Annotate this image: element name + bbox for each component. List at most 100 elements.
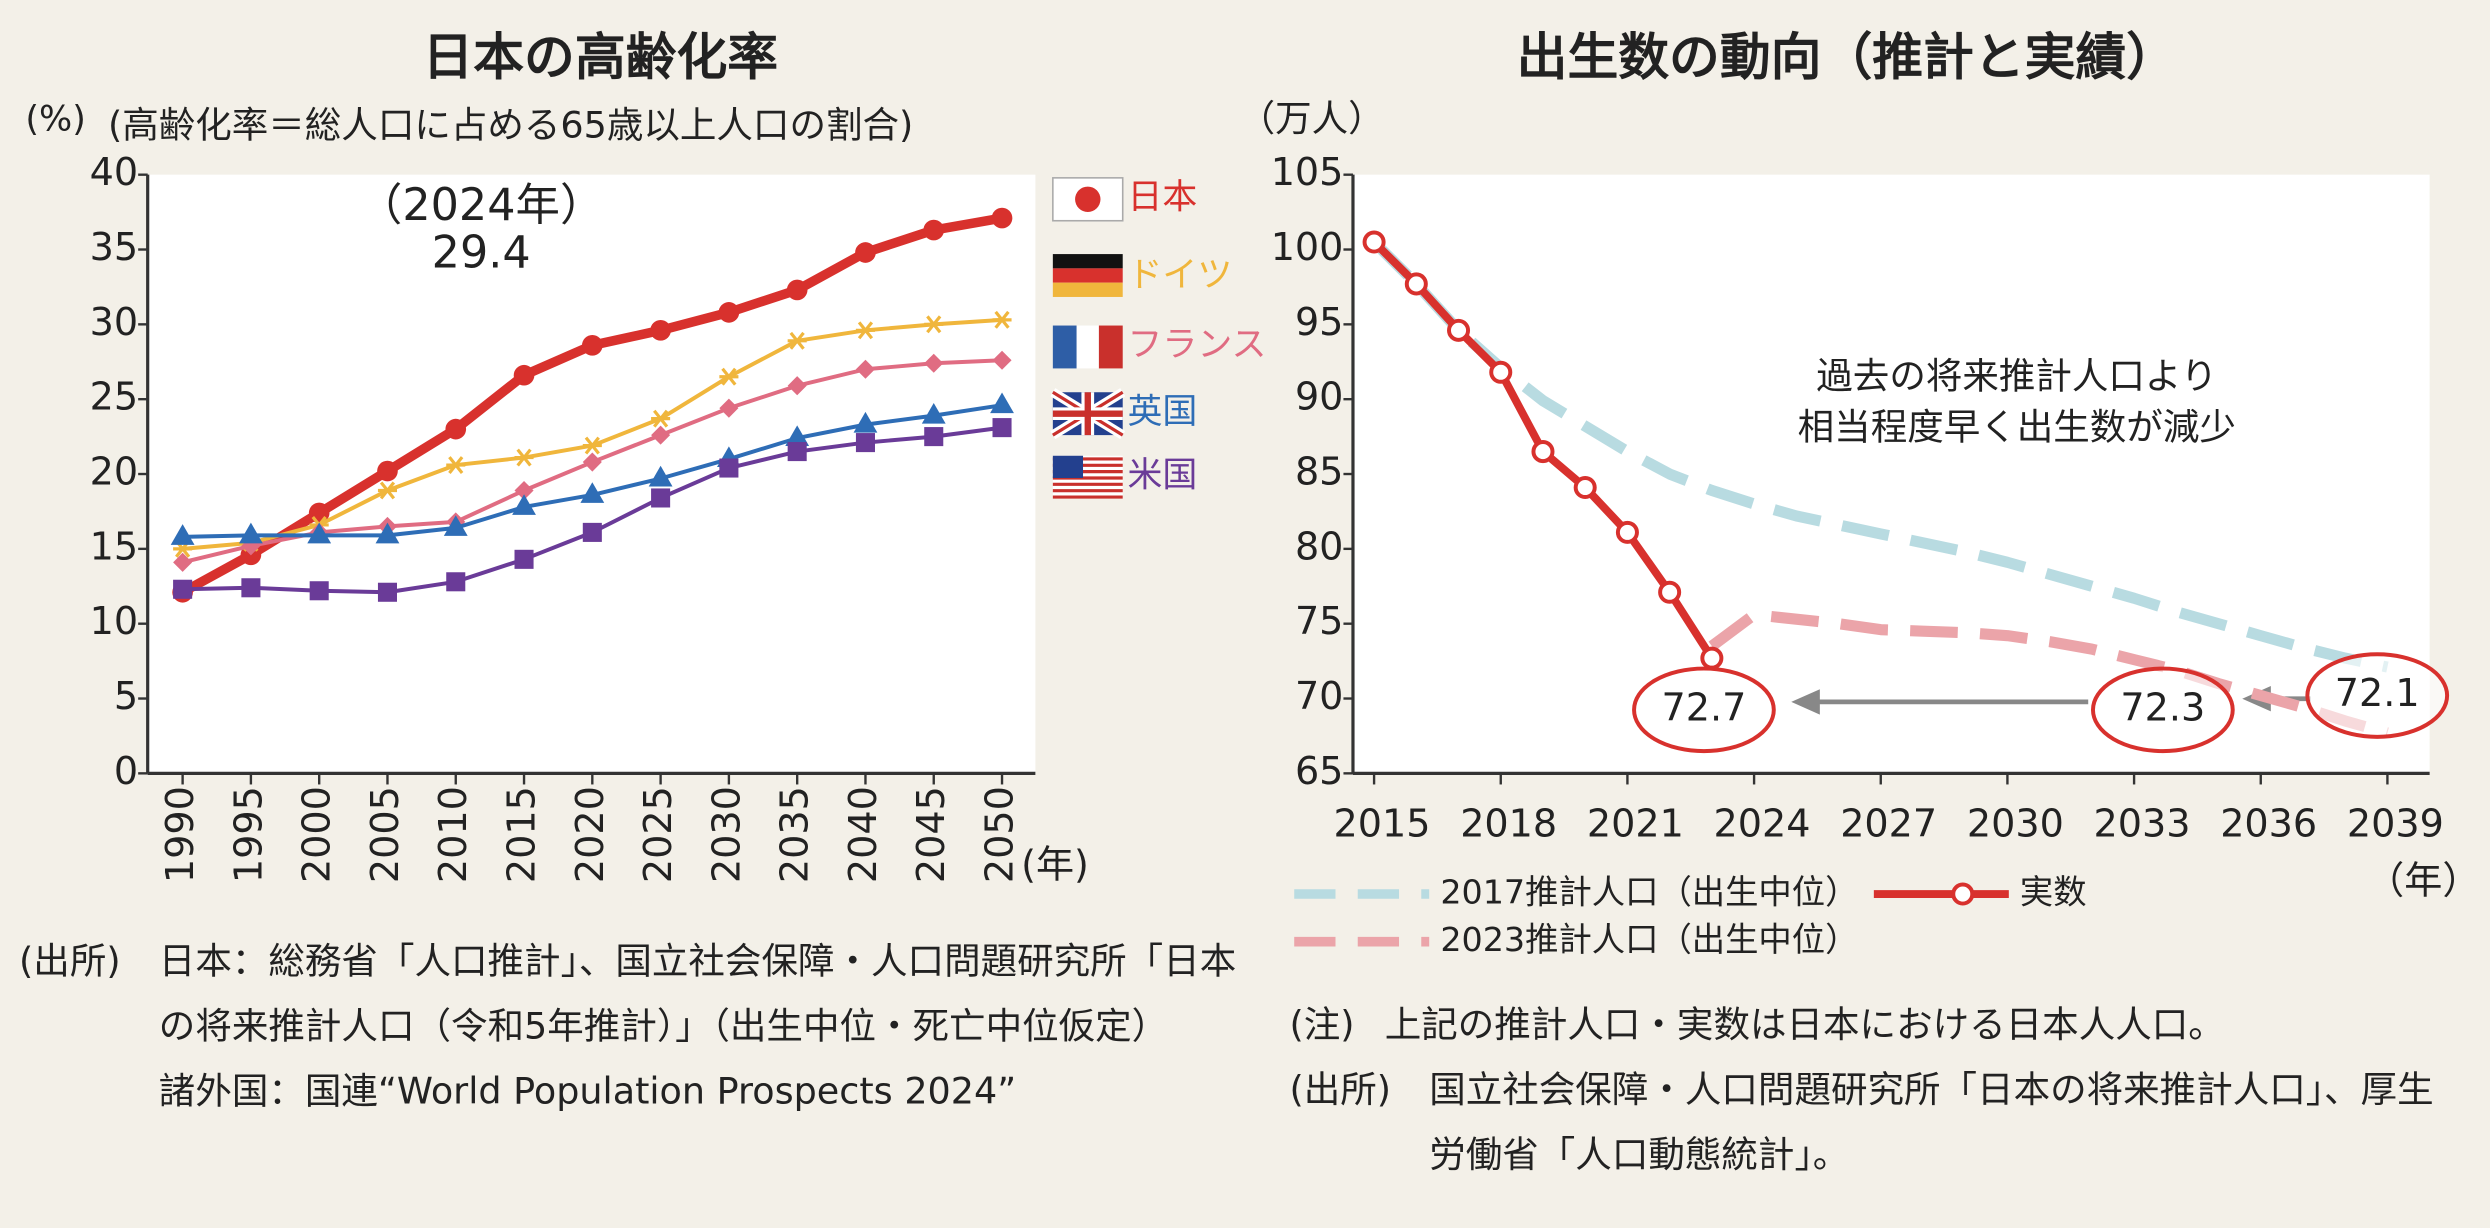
legend-label: 米国 <box>1127 455 1197 495</box>
x-tick-label: 2039 <box>2347 801 2444 845</box>
x-tick-label: 2050 <box>978 786 1022 883</box>
y-tick-label: 20 <box>90 450 139 494</box>
y-tick-label: 105 <box>1271 150 1344 194</box>
flag-germany <box>1052 254 1123 297</box>
note: (注) 上記の推計人口・実数は日本における日本人人口。 <box>1289 994 2464 1059</box>
x-tick-label: 1990 <box>158 786 202 883</box>
y-tick-label: 5 <box>114 674 138 718</box>
source-notes: (出所) 日本：総務省「人口推計」、国立社会保障・人口問題研究所「日本の将来推計… <box>19 931 1245 1126</box>
x-tick-label: 2018 <box>1460 801 1557 845</box>
y-axis-label: （万人） <box>1239 97 1385 140</box>
marker <box>238 522 263 544</box>
marker <box>1573 475 1597 500</box>
marker <box>512 494 536 515</box>
x-tick-label: 2040 <box>841 786 885 883</box>
flag-uk <box>1050 388 1126 440</box>
marker <box>719 398 739 418</box>
marker <box>513 364 535 386</box>
plot-area <box>147 174 1036 774</box>
x-tick-label: 2027 <box>1840 801 1937 845</box>
y-tick-label: 10 <box>90 599 139 643</box>
series-line <box>1370 238 2389 673</box>
y-tick-label: 70 <box>1295 674 1344 718</box>
marker <box>786 279 808 301</box>
notes: (注) 上記の推計人口・実数は日本における日本人人口。 (出所) 国立社会保障・人口問… <box>1289 994 2464 1189</box>
marker <box>648 465 673 487</box>
marker <box>377 481 398 500</box>
note-label: (出所) <box>19 941 121 983</box>
legend-label: ドイツ <box>1127 255 1232 295</box>
callout-circle <box>2305 652 2450 739</box>
marker <box>514 448 534 467</box>
y-tick-label: 25 <box>90 375 139 419</box>
y-tick-label: 85 <box>1295 450 1344 494</box>
note-label: (注) <box>1289 1005 1355 1047</box>
marker <box>173 579 193 599</box>
y-tick-label: 35 <box>90 225 139 269</box>
marker <box>651 488 671 508</box>
note-text: 諸外国：国連“World Population Prospects 2024” <box>158 1071 1017 1114</box>
marker <box>651 409 671 428</box>
marker <box>1362 230 1386 254</box>
marker <box>787 331 807 350</box>
y-tick-label: 75 <box>1295 599 1344 643</box>
marker <box>1489 360 1513 384</box>
arrow-head <box>1791 689 1820 715</box>
y-tick-label: 30 <box>90 300 139 344</box>
marker <box>855 242 876 263</box>
marker <box>1447 318 1471 342</box>
marker <box>514 480 534 501</box>
marker <box>855 433 875 453</box>
marker <box>718 302 740 323</box>
marker <box>309 581 329 601</box>
note-label: (出所) <box>1289 1070 1392 1112</box>
marker <box>855 359 875 379</box>
y-tick-label: 15 <box>90 524 139 568</box>
legend-label: 2023推計人口（出生中位） <box>1440 920 1858 959</box>
marker <box>787 442 807 462</box>
marker <box>992 350 1012 370</box>
marker <box>580 482 605 503</box>
y-tick-label: 65 <box>1295 749 1344 793</box>
x-tick-label: 2033 <box>2094 801 2191 845</box>
note-text: 国立社会保障・人口問題研究所「日本の将来推計人口」、厚生労働省「人口動態統計」。 <box>1429 1070 2434 1177</box>
marker <box>1531 440 1555 464</box>
y-tick-label: 0 <box>114 749 138 793</box>
marker <box>241 578 261 598</box>
flag-japan <box>1052 177 1124 222</box>
x-tick-label: 2010 <box>431 786 475 883</box>
x-tick-label: 2005 <box>363 786 407 883</box>
x-axis-label: （年） <box>2366 858 2480 902</box>
series-line <box>1708 609 2389 739</box>
y-tick-label: 40 <box>90 150 139 194</box>
annotation: 過去の将来推計人口より <box>1816 354 2217 397</box>
y-tick-label: 100 <box>1271 225 1344 269</box>
y-tick-label: 95 <box>1295 300 1344 344</box>
marker <box>582 452 602 472</box>
callout-circle <box>2090 666 2235 754</box>
x-tick-label: 2036 <box>2220 801 2317 845</box>
subtitle: (高齢化率＝総人口に占める65歳以上人口の割合) <box>108 104 913 147</box>
marker <box>855 321 875 340</box>
legend-label: フランス <box>1127 325 1266 365</box>
marker <box>992 418 1012 438</box>
marker <box>443 515 468 536</box>
legend-label: 実数 <box>2020 873 2087 912</box>
chart-title: 日本の高齢化率 <box>422 27 778 86</box>
x-tick-label: 2021 <box>1587 801 1684 845</box>
callout-label: 72.1 <box>2335 671 2420 715</box>
x-axis-label: (年) <box>1021 843 1089 887</box>
marker <box>446 572 466 592</box>
marker <box>992 310 1012 329</box>
note: (出所) 国立社会保障・人口問題研究所「日本の将来推計人口」、厚生労働省「人口動態… <box>1289 1059 2464 1189</box>
marker <box>853 411 878 433</box>
marker <box>924 353 944 373</box>
marker <box>923 219 945 241</box>
marker <box>719 367 739 386</box>
marker <box>990 392 1014 414</box>
x-tick-label: 2025 <box>636 786 680 883</box>
marker <box>446 456 466 474</box>
marker <box>921 402 946 424</box>
marker <box>1700 646 1724 670</box>
